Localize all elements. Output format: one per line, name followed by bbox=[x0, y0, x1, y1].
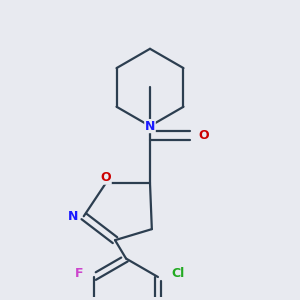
Text: Cl: Cl bbox=[172, 267, 185, 280]
Text: N: N bbox=[68, 210, 78, 223]
Text: N: N bbox=[145, 120, 155, 133]
Text: O: O bbox=[100, 171, 111, 184]
Text: F: F bbox=[75, 267, 84, 280]
Text: O: O bbox=[198, 129, 209, 142]
